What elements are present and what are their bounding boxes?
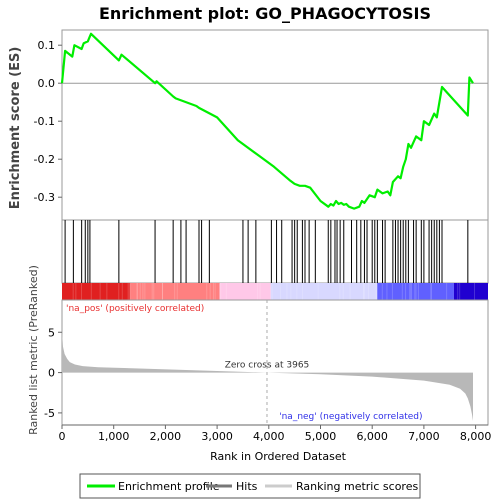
heat-stripe [213,283,214,300]
heat-stripe [100,283,101,300]
heat-stripe [418,283,419,300]
legend-metric-label: Ranking metric scores [296,480,418,493]
es-y-tick-label: -0.3 [34,191,55,204]
x-tick-label: 2,000 [150,430,182,443]
heat-stripe [290,283,291,300]
ranking-metric-area [62,331,473,421]
x-tick-label: 8,000 [460,430,492,443]
heat-stripe [446,283,447,300]
heat-stripe [459,283,460,300]
heat-stripe [73,283,74,300]
heat-stripe [137,283,138,300]
enrichment-profile-line [62,34,473,209]
x-axis-label: Rank in Ordered Dataset [210,450,347,463]
heat-stripe [405,283,406,300]
heat-stripe [415,283,416,300]
heat-stripe [260,283,261,300]
x-tick-label: 5,000 [305,430,337,443]
heat-stripe [368,283,369,300]
metric-y-axis: 5 0 -5 [44,326,62,420]
zero-cross-label: Zero cross at 3965 [225,361,310,371]
legend: Enrichment profile Hits Ranking metric s… [80,474,420,498]
metric-y-tick-label: 0 [48,367,55,380]
metric-ylabel: Ranked list metric (PreRanked) [27,265,40,435]
heat-stripe [75,283,76,300]
x-tick-label: 1,000 [98,430,130,443]
heat-stripe [286,283,287,300]
es-y-tick-label: 0.1 [38,39,56,52]
chart-title: Enrichment plot: GO_PHAGOCYTOSIS [99,4,431,23]
heat-stripe [106,283,107,300]
heat-stripe [343,283,344,300]
x-tick-label: 3,000 [201,430,233,443]
heat-stripe [272,283,273,300]
es-panel: 0.1 0.0 -0.1 -0.2 -0.3 Enrichment score (ES) [8,30,488,220]
heat-stripe [386,283,387,300]
x-axis: 0 1,000 2,000 3,000 4,000 5,000 6,000 7,000 8,00… [59,425,492,443]
heat-stripe [142,283,143,300]
es-ylabel: Enrichment score (ES) [8,47,23,210]
x-tick-label: 0 [59,430,66,443]
heat-stripe [215,283,216,300]
hit-marks [65,220,468,283]
x-tick-label: 7,000 [408,430,440,443]
heat-stripe [174,283,175,300]
es-y-tick-label: -0.2 [34,153,55,166]
heat-segment [220,283,271,300]
heat-stripe [210,283,211,300]
es-y-tick-label: 0.0 [38,77,56,90]
heat-stripe [91,283,92,300]
hits-panel [62,220,488,283]
heat-stripe [206,283,207,300]
heat-stripe [411,283,412,300]
heat-stripe [162,283,163,300]
heat-stripe [152,283,153,300]
heat-stripe [140,283,141,300]
heat-stripe [177,283,178,300]
x-tick-label: 6,000 [356,430,388,443]
heat-stripe [409,283,410,300]
heat-stripe [392,283,393,300]
legend-hits-label: Hits [236,480,258,493]
heat-stripe [226,283,227,300]
heat-stripe [457,283,458,300]
heat-stripe [339,283,340,300]
heat-stripe [318,283,319,300]
heat-stripe [350,283,351,300]
heat-stripe [257,283,258,300]
ranking-heat-bar [62,283,488,300]
heat-stripe [118,283,119,300]
negative-correlation-label: 'na_neg' (negatively correlated) [279,412,422,422]
heat-stripe [280,283,281,300]
heat-stripe [376,283,377,300]
heat-stripe [128,283,129,300]
heat-stripe [144,283,145,300]
heat-stripe [430,283,431,300]
es-y-tick-label: -0.1 [34,115,55,128]
heat-stripe [153,283,154,300]
metric-y-tick-label: 5 [48,326,55,339]
legend-profile-label: Enrichment profile [118,480,220,493]
heat-segment [454,283,488,300]
heat-stripe [296,283,297,300]
heat-stripe [302,283,303,300]
heat-stripe [122,283,123,300]
heat-stripe [220,283,221,300]
heat-stripe [414,283,415,300]
x-tick-label: 4,000 [253,430,285,443]
heat-stripe [474,283,475,300]
metric-y-tick-label: -5 [44,407,55,420]
heat-stripe [402,283,403,300]
heat-segment [62,283,130,300]
positive-correlation-label: 'na_pos' (positively correlated) [66,304,204,314]
heat-stripe [129,283,130,300]
es-y-axis: 0.1 0.0 -0.1 -0.2 -0.3 [34,39,62,204]
heat-stripe [364,283,365,300]
heat-stripe [382,283,383,300]
heat-stripe [81,283,82,300]
